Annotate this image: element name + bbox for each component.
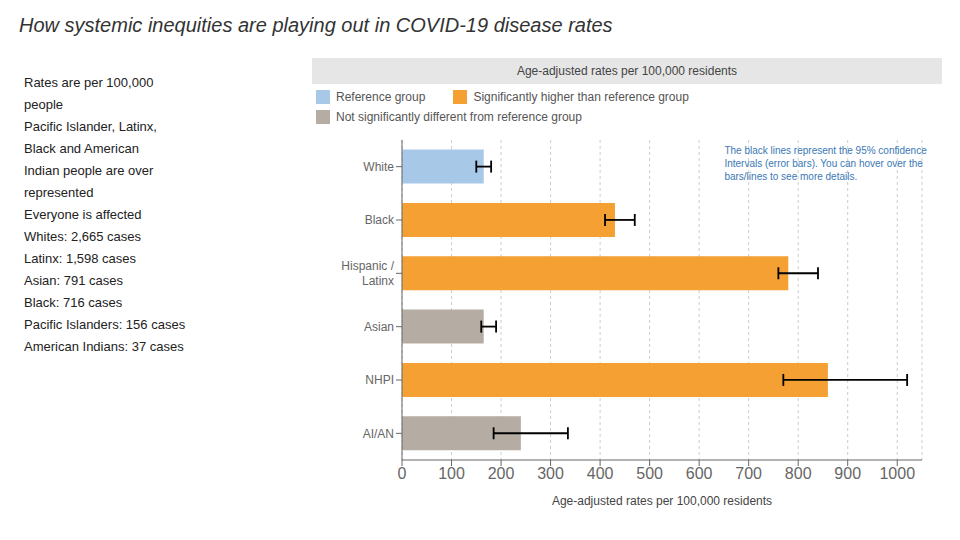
svg-text:White: White [363,160,394,174]
html-text:people: people [24,97,63,112]
svg-text:500: 500 [636,465,663,482]
svg-text:200: 200 [488,465,515,482]
svg-text:700: 700 [735,465,762,482]
html-text:Black and American: Black and American [24,141,139,156]
html-text:Reference group: Reference group [336,90,426,104]
html-text:Indian people are over: Indian people are over [24,163,154,178]
svg-text:0: 0 [398,465,407,482]
html-text:Rates are per 100,000: Rates are per 100,000 [24,75,154,90]
svg-text:600: 600 [686,465,713,482]
svg-text:Age-adjusted rates per 100,000: Age-adjusted rates per 100,000 residents [552,494,772,508]
svg-text:400: 400 [587,465,614,482]
html-text:Black: 716 cases: Black: 716 cases [24,295,123,310]
svg-text:1000: 1000 [879,465,915,482]
svg-text:900: 900 [834,465,861,482]
html-text:Pacific Islander, Latinx,: Pacific Islander, Latinx, [24,119,157,134]
svg-text:100: 100 [438,465,465,482]
html-text:Significantly higher than refe: Significantly higher than reference grou… [473,90,689,104]
svg-text:Hispanic /Latinx: Hispanic /Latinx [341,259,394,287]
svg-text:Black: Black [365,213,395,227]
html-text:Latinx: 1,598 cases: Latinx: 1,598 cases [24,251,136,266]
html-text:Not significantly different fr: Not significantly different from referen… [336,110,582,124]
html-text:represented: represented [24,185,94,200]
html-text:American Indians: 37 cases: American Indians: 37 cases [24,339,184,354]
svg-text:300: 300 [537,465,564,482]
html-text:How systemic inequities are pl: How systemic inequities are playing out … [19,14,613,36]
svg-text:800: 800 [785,465,812,482]
html-text:Pacific Islanders: 156 cases: Pacific Islanders: 156 cases [24,317,186,332]
html-text:Whites: 2,665 cases: Whites: 2,665 cases [24,229,142,244]
html-text:Age-adjusted rates per 100,000: Age-adjusted rates per 100,000 residents [516,64,738,78]
svg-text:Asian: Asian [364,320,394,334]
html-text:The black lines represent the: The black lines represent the 95% confid… [724,145,927,182]
html-text:Asian: 791 cases: Asian: 791 cases [24,273,123,288]
svg-text:NHPI: NHPI [365,373,394,387]
html-text:Everyone is affected: Everyone is affected [24,207,142,222]
svg-text:AI/AN: AI/AN [363,427,394,441]
